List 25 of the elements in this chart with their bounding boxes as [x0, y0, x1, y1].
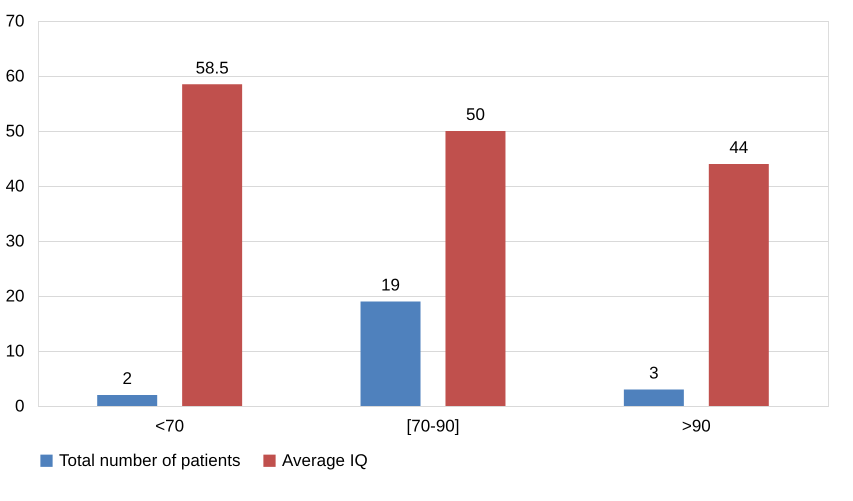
y-tick-label: 20 [6, 286, 24, 306]
y-tick-label: 40 [6, 176, 24, 196]
y-tick-label: 70 [6, 12, 24, 30]
y-tick-label: 30 [6, 232, 24, 250]
y-tick-label: 0 [15, 396, 24, 416]
bar [97, 395, 158, 406]
x-tick-label: [70-90] [406, 416, 460, 436]
bar [708, 164, 769, 406]
bar [624, 390, 684, 406]
data-label: 58.5 [196, 58, 229, 78]
data-label: 2 [122, 369, 132, 388]
y-tick-label: 50 [6, 122, 24, 140]
data-label: 44 [729, 138, 748, 157]
data-label: 3 [649, 364, 659, 382]
bar [445, 131, 506, 406]
y-tick-label: 60 [6, 66, 24, 86]
data-label: 50 [466, 105, 485, 124]
legend-label: Total number of patients [59, 450, 240, 470]
y-tick-label: 10 [6, 342, 24, 360]
data-label: 19 [381, 276, 400, 294]
x-tick-label: >90 [682, 416, 711, 436]
legend-label: Average IQ [282, 450, 368, 470]
x-tick-label: <70 [155, 416, 184, 436]
bar [360, 302, 421, 406]
bar [182, 84, 242, 406]
